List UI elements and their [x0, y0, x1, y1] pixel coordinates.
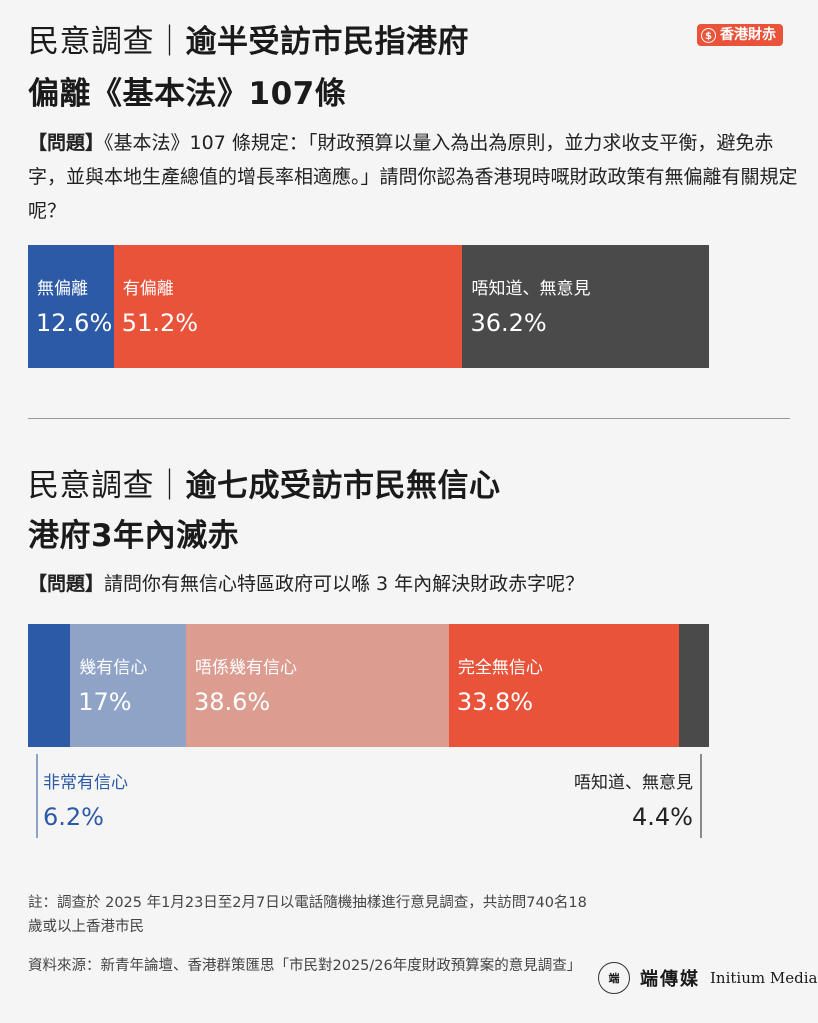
callout-very-confident: 非常有信心 6.2%: [43, 768, 128, 831]
bar-segment: 唔知道、無意見 36.2%: [462, 245, 709, 368]
logo-name-en: Initium Media: [710, 969, 818, 987]
bar-segment: 幾有信心 17%: [70, 624, 186, 747]
stacked-bar-chart-1: 無偏離 12.6% 有偏離 51.2% 唔知道、無意見 36.2%: [28, 245, 709, 368]
segment-label: 無偏離: [37, 279, 88, 299]
segment-label: 完全無信心: [457, 658, 543, 678]
section2-question: 【問題】請問你有無信心特區政府可以喺 3 年內解決財政赤字呢？: [28, 567, 798, 601]
bar-segment: 完全無信心 33.8%: [448, 624, 680, 747]
survey-note: 註：調查於 2025 年1月23日至2月7日以電話隨機抽樣進行意見調查，共訪問7…: [28, 895, 587, 935]
initium-logo-icon: 端: [598, 962, 630, 994]
question-tag: 【問題】: [28, 573, 105, 595]
section-divider: [28, 418, 790, 419]
question-text: 請問你有無信心特區政府可以喺 3 年內解決財政赤字呢？: [104, 573, 585, 595]
bar-segment: 有偏離 51.2%: [113, 245, 463, 368]
question-tag: 【問題】: [28, 132, 105, 154]
segment-value: 12.6%: [36, 309, 113, 337]
segment-label: 非常有信心: [43, 773, 128, 793]
segment-value: 33.8%: [456, 688, 534, 716]
section1-title-line1: 民意調查｜逾半受訪市民指港府: [28, 20, 469, 64]
section2-title-main: 逾七成受訪市民無信心: [185, 468, 501, 504]
bar-segment: 唔係幾有信心 38.6%: [185, 624, 449, 747]
section2-title-line1: 民意調查｜逾七成受訪市民無信心: [28, 464, 501, 508]
initium-media-logo[interactable]: 端 端傳媒 Initium Media: [598, 962, 817, 994]
segment-value: 38.6%: [193, 688, 271, 716]
section1-question: 【問題】《基本法》107 條規定：「財政預算以量入為出為原則，並力求收支平衡，避…: [28, 126, 798, 228]
dollar-coin-icon: $: [701, 27, 716, 43]
section1-title-prefix: 民意調查｜: [28, 24, 186, 60]
section1-title-main: 逾半受訪市民指港府: [185, 24, 469, 60]
segment-value: 51.2%: [121, 309, 199, 337]
bar-segment: [679, 624, 709, 747]
segment-label: 有偏離: [122, 279, 174, 299]
segment-value: 36.2%: [470, 309, 547, 337]
data-source: 資料來源：新青年論壇、香港群策匯思「市民對2025/26年度財政預算案的意見調查…: [28, 958, 582, 974]
segment-label: 唔知道、無意見: [574, 773, 693, 793]
callout-line-left: [36, 754, 38, 838]
callout-line-right: [700, 754, 702, 838]
question-text: 《基本法》107 條規定：「財政預算以量入為出為原則，並力求收支平衡，避免赤字，…: [28, 132, 798, 222]
bar-segment: 無偏離 12.6%: [28, 245, 114, 368]
segment-label: 唔知道、無意見: [471, 279, 591, 299]
bar-segment: [28, 624, 71, 747]
section2-title-prefix: 民意調查｜: [28, 468, 186, 504]
section1-title-line2: 偏離《基本法》107條: [28, 76, 347, 112]
segment-value: 6.2%: [43, 803, 104, 831]
topic-badge-label: 香港財赤: [720, 27, 776, 43]
segment-label: 唔係幾有信心: [194, 658, 297, 678]
stacked-bar-chart-2: 幾有信心 17% 唔係幾有信心 38.6% 完全無信心 33.8%: [28, 624, 709, 747]
callout-dont-know: 唔知道、無意見 4.4%: [574, 768, 693, 831]
segment-value: 4.4%: [632, 803, 693, 831]
segment-value: 17%: [78, 688, 132, 716]
logo-name-zh: 端傳媒: [640, 969, 700, 990]
section2-title-line2: 港府3年內滅赤: [28, 518, 240, 554]
topic-badge[interactable]: $ 香港財赤: [697, 24, 783, 46]
segment-label: 幾有信心: [79, 658, 148, 678]
